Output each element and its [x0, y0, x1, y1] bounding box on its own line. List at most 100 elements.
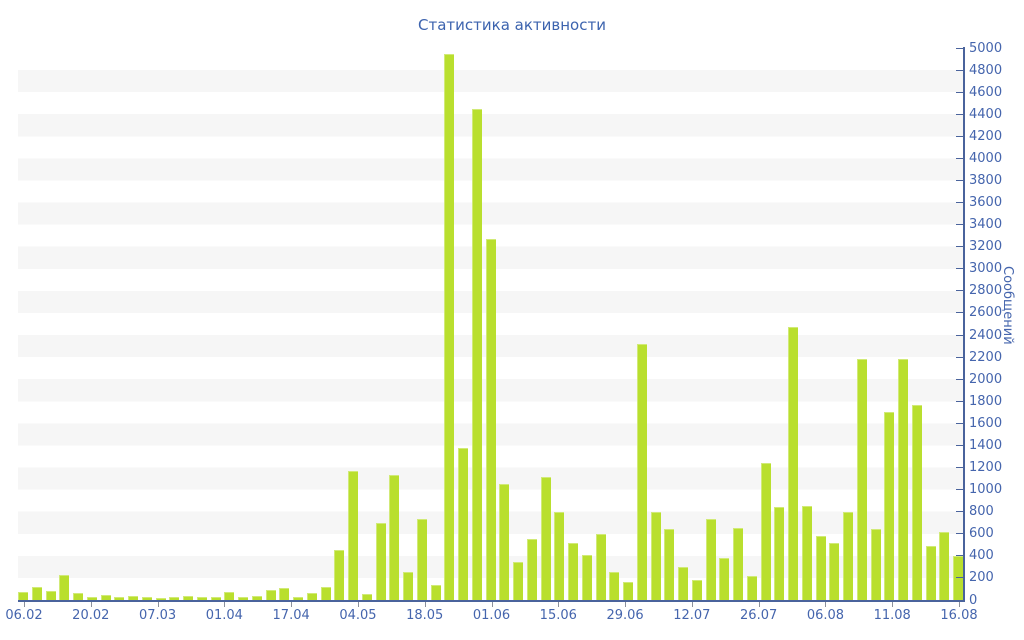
x-tick-mark: [558, 602, 560, 607]
bar: [499, 484, 510, 600]
y-tick-mark: [956, 444, 963, 446]
bar: [293, 597, 303, 600]
y-tick-label: 1000: [969, 482, 1003, 498]
y-axis-title: Сообщений: [1000, 266, 1015, 345]
bar: [554, 512, 565, 600]
bar: [829, 543, 840, 600]
x-tick-label: 17.04: [272, 608, 310, 623]
bar: [31, 587, 42, 600]
bar: [389, 475, 400, 600]
x-tick-mark: [825, 602, 827, 607]
bar: [361, 594, 372, 600]
x-tick-label: 20.02: [72, 608, 110, 623]
bar: [870, 529, 881, 600]
y-tick-mark: [956, 69, 963, 71]
bar: [678, 567, 688, 600]
bar: [155, 598, 166, 600]
y-tick-label: 5000: [969, 40, 1003, 56]
x-tick-mark: [357, 602, 359, 607]
x-tick-mark: [625, 602, 627, 607]
y-tick-label: 800: [969, 504, 994, 520]
x-tick-mark: [892, 602, 894, 607]
bar: [843, 512, 853, 600]
bar: [760, 463, 771, 600]
y-tick-mark: [956, 47, 963, 49]
x-tick-label: 01.04: [205, 608, 243, 623]
y-tick-mark: [956, 555, 963, 557]
y-tick-label: 3000: [969, 261, 1003, 277]
y-tick-label: 200: [969, 570, 994, 586]
bar: [513, 562, 523, 600]
bar: [691, 580, 702, 600]
bar: [334, 550, 345, 600]
y-tick-mark: [956, 290, 963, 292]
x-tick-label: 15.06: [539, 608, 577, 623]
bar: [898, 359, 908, 600]
y-tick-label: 1200: [969, 460, 1003, 476]
y-tick-label: 3200: [969, 239, 1003, 255]
y-tick-label: 2600: [969, 305, 1003, 321]
y-tick-label: 1800: [969, 393, 1003, 409]
y-tick-label: 3400: [969, 217, 1003, 233]
bar: [279, 588, 290, 600]
bar: [856, 359, 867, 600]
y-tick-mark: [956, 422, 963, 424]
bar: [403, 572, 413, 600]
bar: [169, 597, 180, 600]
bar: [265, 590, 276, 600]
y-tick-label: 2800: [969, 283, 1003, 299]
y-tick-mark: [956, 400, 963, 402]
bar: [196, 597, 207, 600]
bars-container: [18, 48, 963, 600]
y-tick-mark: [956, 246, 963, 248]
y-tick-label: 0: [969, 592, 978, 608]
y-tick-mark: [956, 91, 963, 93]
bar: [18, 592, 28, 600]
y-tick-mark: [956, 202, 963, 204]
y-tick-label: 400: [969, 548, 994, 564]
y-tick-label: 2000: [969, 371, 1003, 387]
y-tick-mark: [956, 268, 963, 270]
y-tick-mark: [956, 334, 963, 336]
y-tick-label: 1600: [969, 415, 1003, 431]
x-tick-mark: [90, 602, 92, 607]
bar: [884, 412, 895, 600]
x-tick-mark: [959, 602, 960, 607]
bar: [320, 587, 331, 600]
y-tick-label: 4000: [969, 150, 1003, 166]
bar: [746, 576, 757, 600]
bar: [458, 448, 468, 600]
bar: [609, 572, 620, 600]
bar: [925, 546, 936, 600]
bar: [911, 405, 922, 600]
bar: [526, 539, 537, 600]
bar: [788, 327, 798, 600]
bar: [238, 597, 248, 600]
bar: [623, 582, 633, 600]
x-tick-mark: [291, 602, 293, 607]
bar: [100, 595, 111, 600]
x-tick-mark: [224, 602, 226, 607]
bar: [471, 109, 482, 600]
x-tick-label: 04.05: [339, 608, 377, 623]
bar: [636, 344, 647, 600]
x-tick-mark: [491, 602, 493, 607]
y-tick-mark: [956, 467, 963, 469]
y-tick-label: 4600: [969, 84, 1003, 100]
x-tick-mark: [157, 602, 159, 607]
y-tick-mark: [956, 135, 963, 137]
x-tick-label: 16.08: [940, 608, 978, 623]
x-axis-line: [18, 600, 965, 602]
y-tick-label: 4400: [969, 106, 1003, 122]
x-tick-label: 29.06: [606, 608, 644, 623]
y-tick-label: 1400: [969, 437, 1003, 453]
bar: [59, 575, 70, 600]
x-tick-mark: [424, 602, 426, 607]
y-tick-mark: [956, 312, 963, 314]
bar: [801, 506, 812, 600]
bar: [540, 477, 551, 600]
x-tick-label: 06.02: [5, 608, 43, 623]
bar: [774, 507, 785, 600]
y-tick-mark: [956, 224, 963, 226]
x-tick-label: 07.03: [138, 608, 177, 623]
